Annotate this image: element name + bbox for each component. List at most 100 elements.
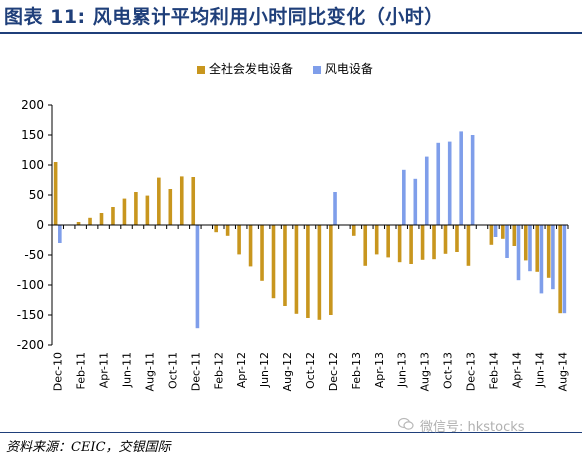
- x-tick-label: Dec-13: [465, 352, 478, 391]
- bar-national: [432, 225, 436, 260]
- bar-wind: [333, 192, 337, 225]
- bar-national: [76, 222, 81, 225]
- bar-wind: [424, 156, 429, 225]
- x-tick-label: Oct-12: [304, 352, 317, 389]
- bar-national: [145, 195, 150, 225]
- x-tick-label: Feb-14: [487, 352, 500, 389]
- bar-wind: [436, 142, 441, 225]
- bar-national: [351, 225, 356, 236]
- x-tick-label: Aug-12: [281, 352, 294, 391]
- y-tick-label: 200: [21, 98, 44, 112]
- bar-national: [443, 225, 448, 254]
- bar-national: [512, 225, 517, 246]
- bar-national: [168, 189, 173, 225]
- bar-wind: [470, 135, 475, 225]
- bar-national: [179, 176, 184, 225]
- bar-national: [122, 198, 127, 225]
- bar-national: [111, 207, 115, 225]
- bar-national: [489, 225, 494, 245]
- x-tick-label: Oct-13: [442, 352, 455, 389]
- source-rule: [0, 432, 582, 433]
- bar-national: [329, 225, 333, 315]
- bar-national: [134, 192, 138, 225]
- x-tick-label: Jun-11: [121, 352, 134, 388]
- x-tick-label: Jun-12: [258, 352, 271, 388]
- y-tick-label: -100: [17, 278, 44, 292]
- bar-wind: [447, 141, 452, 225]
- x-tick-label: Dec-10: [52, 352, 65, 391]
- y-tick-label: 50: [29, 188, 44, 202]
- bar-wind: [562, 225, 567, 314]
- bar-national: [363, 225, 368, 266]
- bar-national: [99, 213, 104, 225]
- chart-title: 图表 11: 风电累计平均利用小时同比变化（小时）: [4, 6, 444, 28]
- x-tick-label: Apr-11: [98, 352, 111, 388]
- x-tick-label: Dec-11: [189, 352, 202, 391]
- wechat-icon: [398, 417, 414, 430]
- bar-wind: [528, 225, 532, 272]
- bar-wind: [58, 225, 62, 243]
- legend-swatch-wind: [312, 65, 321, 74]
- watermark: 微信号: hkstocks: [420, 420, 525, 435]
- bar-national: [283, 225, 287, 306]
- bar-wind: [402, 169, 406, 225]
- y-tick-label: 100: [21, 158, 44, 172]
- bar-national: [558, 225, 562, 314]
- y-tick-label: 150: [21, 128, 44, 142]
- bar-national: [523, 225, 528, 261]
- y-tick-label: -150: [17, 308, 44, 322]
- x-tick-label: Feb-13: [350, 352, 363, 389]
- legend-item-wind: 风电设备: [312, 60, 373, 77]
- bar-national: [535, 225, 540, 272]
- x-tick-label: Jun-14: [533, 352, 546, 388]
- y-tick-label: -50: [24, 248, 44, 262]
- bar-national: [455, 225, 459, 252]
- bar-wind: [505, 225, 509, 258]
- bar-national: [88, 217, 92, 225]
- bar-national: [420, 225, 425, 260]
- bar-national: [374, 225, 379, 255]
- bar-national: [397, 225, 402, 263]
- bar-wind: [551, 225, 555, 290]
- bar-national: [294, 225, 299, 314]
- bar-national: [225, 225, 230, 236]
- bar-national: [157, 177, 161, 225]
- bar-national: [191, 177, 196, 225]
- legend-label-national: 全社会发电设备: [209, 62, 294, 76]
- bar-national: [546, 225, 551, 278]
- legend-label-wind: 风电设备: [324, 62, 373, 76]
- bar-national: [248, 225, 253, 267]
- x-tick-label: Feb-11: [75, 352, 88, 389]
- y-tick-label: -200: [17, 338, 44, 352]
- x-tick-label: Apr-12: [235, 352, 248, 388]
- bar-wind: [459, 131, 463, 225]
- bar-wind: [516, 225, 521, 281]
- legend: 全社会发电设备 风电设备: [197, 60, 389, 77]
- y-tick-label: 0: [36, 218, 44, 232]
- source-note: 资料来源：CEIC，交银国际: [6, 440, 171, 455]
- x-tick-label: Aug-13: [419, 352, 432, 391]
- bar-wind: [413, 178, 418, 225]
- bar-national: [214, 225, 218, 233]
- title-rule: [0, 32, 582, 34]
- x-tick-label: Aug-11: [143, 352, 156, 391]
- bar-national: [317, 225, 322, 320]
- bar-national: [386, 225, 390, 258]
- bar-wind: [539, 225, 544, 294]
- x-tick-label: Apr-14: [510, 352, 523, 388]
- bar-national: [466, 225, 471, 266]
- x-tick-label: Oct-11: [166, 352, 179, 389]
- bar-national: [237, 225, 241, 255]
- x-tick-label: Aug-14: [556, 352, 569, 391]
- bar-national: [306, 225, 310, 318]
- x-tick-label: Jun-13: [396, 352, 409, 388]
- x-tick-label: Feb-12: [212, 352, 225, 389]
- bar-national: [53, 162, 58, 225]
- bar-national: [409, 225, 413, 264]
- legend-item-national: 全社会发电设备: [197, 60, 293, 77]
- x-tick-label: Dec-12: [327, 352, 340, 391]
- x-tick-label: Apr-13: [373, 352, 386, 388]
- legend-swatch-national: [197, 65, 205, 74]
- bar-national: [271, 225, 276, 299]
